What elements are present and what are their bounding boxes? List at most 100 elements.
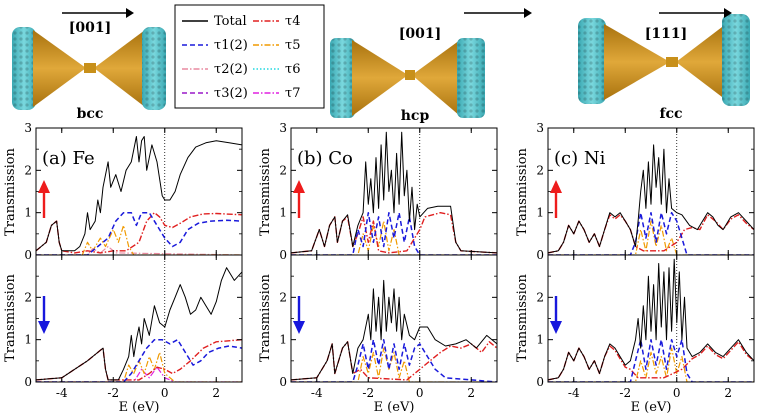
axes-frame-down — [547, 254, 755, 383]
series-total-up — [548, 144, 754, 254]
panel-label: (b) Co — [297, 148, 353, 169]
y-tick-label: 1 — [279, 206, 287, 220]
fcc-right-pyramid — [676, 24, 726, 100]
subplot-down: 0 1 2 — [24, 254, 243, 389]
y-tick-label: 2 — [279, 290, 287, 304]
legend-entry-tau2: τ2(2) — [182, 62, 248, 77]
legend-label-total: Total — [214, 14, 247, 29]
structure-bcc: [001] bcc — [12, 8, 166, 122]
series-total-up — [36, 136, 242, 252]
series-tau4-up — [291, 212, 497, 254]
y-tick-label: 3 — [24, 121, 32, 135]
y-tick-label: 1 — [536, 333, 544, 347]
structure-hcp: [001] hcp — [330, 8, 532, 124]
fcc-direction: [111] — [645, 26, 687, 42]
legend-entry-tau5: τ5 — [253, 38, 300, 53]
x-axis-label: E (eV) — [119, 400, 160, 413]
hcp-contact — [405, 70, 415, 80]
y-tick-label: 1 — [24, 206, 32, 220]
x-tick-label: 2 — [467, 386, 475, 400]
series-tau5-up — [36, 224, 242, 255]
y-tick-label: 2 — [24, 290, 32, 304]
series-tau1-down — [291, 338, 497, 382]
y-axis-label: Transmission — [258, 273, 273, 361]
series-tau1-down — [36, 338, 242, 382]
y-tick-label: 0 — [24, 375, 32, 389]
legend-label-tau6: τ6 — [285, 62, 300, 77]
legend-label-tau4: τ4 — [285, 14, 300, 29]
legend-box — [174, 4, 325, 109]
series-tau1-up — [291, 211, 497, 255]
x-tick-label: -2 — [362, 386, 374, 400]
hcp-right-pyramid — [412, 40, 460, 116]
series-total-down — [36, 267, 242, 381]
y-tick-label: 3 — [536, 121, 544, 135]
bcc-contact — [84, 63, 96, 73]
legend: Total τ1(2) τ2(2) τ3(2) τ4 τ5 τ6 τ7 — [174, 4, 325, 109]
fcc-label: fcc — [659, 106, 682, 122]
y-tick-label: 0 — [279, 248, 287, 262]
fcc-contact — [666, 57, 678, 67]
x-tick-label: -2 — [619, 386, 631, 400]
series-tau1-up — [36, 211, 242, 255]
y-tick-label: 0 — [536, 248, 544, 262]
y-tick-label: 2 — [279, 163, 287, 177]
x-tick-label: -4 — [568, 386, 580, 400]
y-tick-label: 2 — [24, 163, 32, 177]
x-tick-label: 2 — [212, 386, 220, 400]
series-tau4-down — [548, 341, 754, 381]
subplot-down: 0 1 2 — [279, 254, 498, 389]
series-tau5-down — [548, 347, 754, 382]
y-tick-label: 1 — [24, 333, 32, 347]
subplot-up: 0 1 2 3 — [24, 121, 243, 262]
series-tau5-down — [36, 351, 242, 382]
subplot-down: 0 1 2 — [536, 254, 755, 389]
hcp-label: hcp — [401, 108, 430, 124]
x-axis-label: E (eV) — [374, 400, 415, 413]
fcc-left-pyramid — [604, 24, 670, 100]
series-total-up — [291, 131, 497, 254]
y-tick-label: 1 — [536, 206, 544, 220]
y-axis-label: Transmission — [258, 147, 273, 235]
y-tick-label: 0 — [536, 375, 544, 389]
hcp-direction: [001] — [399, 26, 441, 42]
legend-entry-tau6: τ6 — [253, 62, 300, 77]
y-tick-label: 0 — [279, 375, 287, 389]
structure-fcc: [111] fcc — [578, 8, 750, 122]
legend-entry-total: Total — [182, 14, 247, 29]
bcc-label: bcc — [77, 106, 104, 122]
x-tick-label: -2 — [107, 386, 119, 400]
y-tick-label: 2 — [536, 290, 544, 304]
x-tick-label: -4 — [56, 386, 68, 400]
x-tick-label: 0 — [673, 386, 681, 400]
legend-label-tau1: τ1(2) — [214, 38, 248, 53]
panel-2: 0 1 2 3 0 1 2 -4 -2 0 2 E (eV) Transmission Transmiss… — [515, 121, 755, 413]
y-tick-label: 3 — [279, 121, 287, 135]
series-tau1-up — [548, 211, 754, 255]
series-total-down — [548, 258, 754, 381]
legend-label-tau5: τ5 — [285, 38, 300, 53]
x-tick-label: 2 — [724, 386, 732, 400]
subplot-up: 0 1 2 3 — [536, 121, 755, 262]
x-tick-label: 0 — [161, 386, 169, 400]
axes-frame-down — [35, 254, 243, 383]
legend-label-tau2: τ2(2) — [214, 62, 248, 77]
y-tick-label: 1 — [279, 333, 287, 347]
series-tau4-down — [291, 341, 497, 381]
panel-label: (a) Fe — [42, 148, 95, 169]
y-tick-label: 0 — [24, 248, 32, 262]
x-tick-label: -4 — [311, 386, 323, 400]
legend-entry-tau1: τ1(2) — [182, 38, 248, 53]
series-tau1-down — [548, 338, 754, 382]
panel-0: 0 1 2 3 0 1 2 -4 -2 0 2 E (eV) Transmission Transmiss… — [3, 121, 243, 413]
y-axis-label: Transmission — [3, 147, 18, 235]
bcc-left-pyramid — [33, 30, 86, 107]
y-axis-label: Transmission — [515, 147, 530, 235]
y-axis-label: Transmission — [515, 273, 530, 361]
y-axis-label: Transmission — [3, 273, 18, 361]
legend-entry-tau3: τ3(2) — [182, 86, 248, 101]
legend-label-tau7: τ7 — [285, 86, 300, 101]
legend-entry-tau4: τ4 — [253, 14, 300, 29]
subplot-up: 0 1 2 3 — [279, 121, 498, 262]
series-tau5-down — [291, 347, 497, 382]
